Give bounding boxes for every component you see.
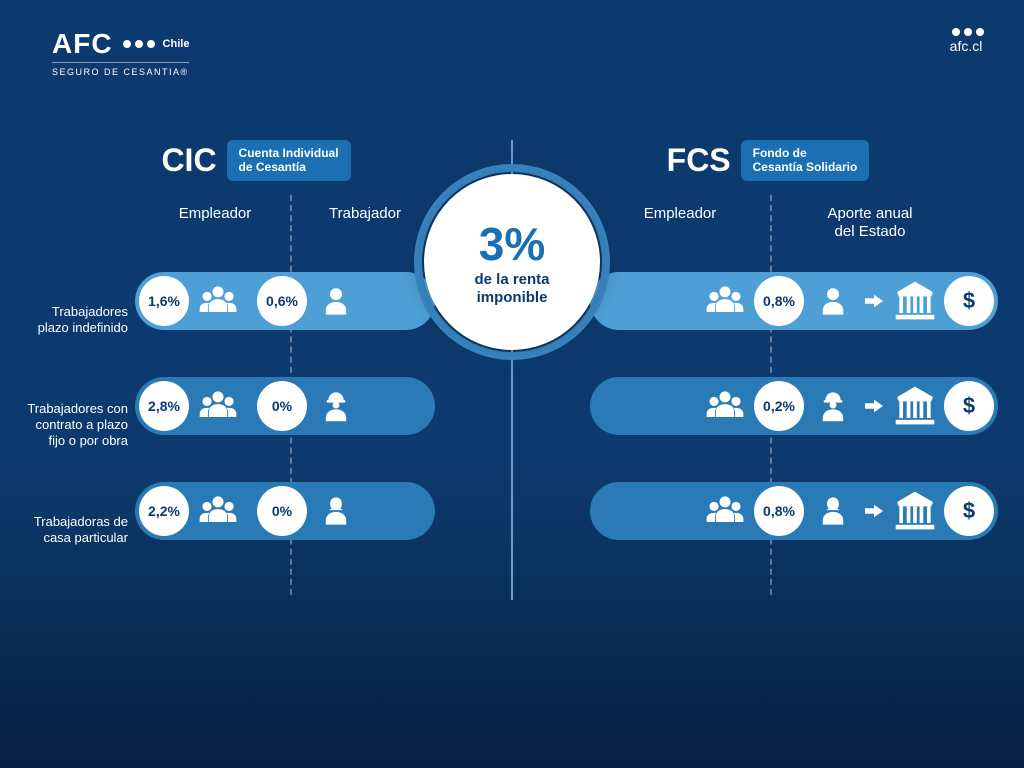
- woman-icon: [804, 494, 862, 528]
- group-icon: [189, 384, 247, 428]
- fcs-empleador-1: 0,2%: [754, 381, 804, 431]
- row-2: 2,2% 0% $ 0,8%: [0, 472, 1024, 567]
- state-dollar-2: $: [944, 486, 994, 536]
- worker-icon: [804, 284, 862, 318]
- cic-bar-0: 1,6% 0,6%: [135, 272, 435, 330]
- fcs-bar-1: $ 0,2%: [590, 377, 998, 435]
- cic-abbr: CIC: [161, 142, 216, 179]
- group-icon: [189, 489, 247, 533]
- brand-dots-icon: [952, 28, 984, 36]
- cic-trabajador-1: 0%: [257, 381, 307, 431]
- brand-country: Chile: [163, 38, 190, 50]
- group-icon: [696, 279, 754, 323]
- building-icon: [886, 383, 944, 429]
- row-1: 2,8% 0% $ 0,2%: [0, 367, 1024, 462]
- cic-trabajador-0: 0,6%: [257, 276, 307, 326]
- col-aporte-estado: Aporte anual del Estado: [790, 205, 950, 241]
- state-dollar-0: $: [944, 276, 994, 326]
- arrow-icon: [862, 399, 886, 413]
- center-subtitle: de la renta imponible: [474, 271, 549, 307]
- cic-trabajador-2: 0%: [257, 486, 307, 536]
- center-circle: 3% de la renta imponible: [424, 174, 600, 350]
- cic-empleador-2: 2,2%: [139, 486, 189, 536]
- cic-empleador-0: 1,6%: [139, 276, 189, 326]
- group-icon: [696, 384, 754, 428]
- fcs-title: FCS Fondo de Cesantía Solidario: [512, 140, 1024, 181]
- brand-url: afc.cl: [948, 38, 984, 54]
- fcs-bar-2: $ 0,8%: [590, 482, 998, 540]
- brand-dots-icon: [123, 40, 155, 48]
- brand-name: AFC: [52, 28, 113, 60]
- arrow-icon: [862, 504, 886, 518]
- logo-left: AFC Chile SEGURO DE CESANTIA®: [52, 28, 189, 77]
- brand-tagline: SEGURO DE CESANTIA®: [52, 62, 189, 77]
- worker-icon: [307, 284, 365, 318]
- cic-bar-1: 2,8% 0%: [135, 377, 435, 435]
- group-icon: [189, 279, 247, 323]
- hardhat-icon: [804, 389, 862, 423]
- woman-icon: [307, 494, 365, 528]
- cic-bar-2: 2,2% 0%: [135, 482, 435, 540]
- building-icon: [886, 278, 944, 324]
- building-icon: [886, 488, 944, 534]
- col-empleador-left: Empleador: [155, 205, 275, 222]
- fcs-full: Fondo de Cesantía Solidario: [741, 140, 870, 181]
- state-dollar-1: $: [944, 381, 994, 431]
- cic-title: CIC Cuenta Individual de Cesantía: [0, 140, 512, 181]
- cic-empleador-1: 2,8%: [139, 381, 189, 431]
- center-percent: 3%: [479, 217, 545, 271]
- arrow-icon: [862, 294, 886, 308]
- col-empleador-right: Empleador: [620, 205, 740, 222]
- infographic: CIC Cuenta Individual de Cesantía FCS Fo…: [0, 140, 1024, 728]
- cic-full: Cuenta Individual de Cesantía: [227, 140, 351, 181]
- col-trabajador: Trabajador: [305, 205, 425, 222]
- fcs-empleador-0: 0,8%: [754, 276, 804, 326]
- group-icon: [696, 489, 754, 533]
- hardhat-icon: [307, 389, 365, 423]
- logo-right: afc.cl: [948, 28, 984, 54]
- header: AFC Chile SEGURO DE CESANTIA® afc.cl: [52, 28, 984, 77]
- fcs-empleador-2: 0,8%: [754, 486, 804, 536]
- fcs-abbr: FCS: [667, 142, 731, 179]
- fcs-bar-0: $ 0,8%: [590, 272, 998, 330]
